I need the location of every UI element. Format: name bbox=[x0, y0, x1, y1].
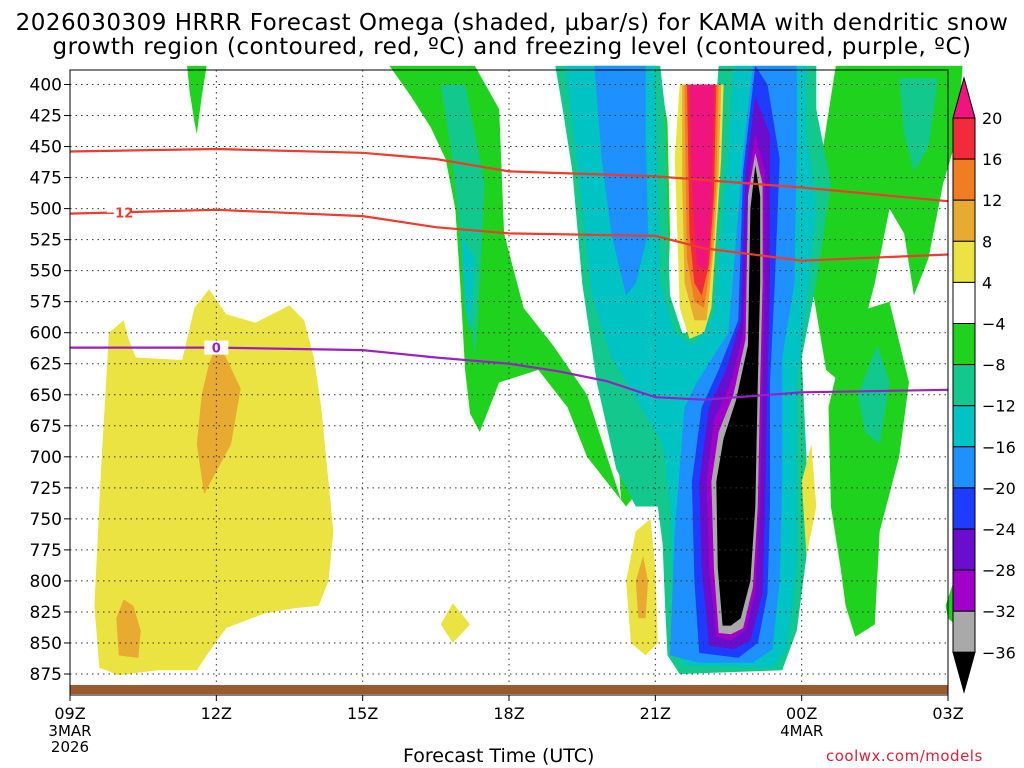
colorbar-label-13: −36 bbox=[982, 643, 1016, 662]
omega-shading bbox=[94, 65, 963, 676]
y-tick-label-725: 725 bbox=[30, 479, 62, 499]
y-tick-label-425: 425 bbox=[30, 107, 62, 127]
y-tick-label-800: 800 bbox=[30, 572, 62, 592]
omega-cell-small bbox=[440, 603, 470, 643]
colorbar-segment-10 bbox=[952, 487, 976, 530]
chart-title-line-2: growth region (contoured, red, ºC) and f… bbox=[52, 34, 972, 60]
omega-ascent-band-core bbox=[460, 233, 475, 333]
y-tick-label-825: 825 bbox=[30, 603, 62, 623]
colorbar-segment-1 bbox=[952, 117, 976, 160]
x-sublabel-3MAR: 3MAR bbox=[48, 722, 91, 740]
omega-cell-top bbox=[187, 65, 207, 135]
x-tick-label-21Z: 21Z bbox=[640, 704, 671, 723]
plot-gridlines bbox=[70, 70, 948, 695]
omega-column-blue-left bbox=[594, 65, 648, 296]
colorbar-bottom-triangle bbox=[952, 651, 976, 694]
colorbar-label-4: 4 bbox=[982, 273, 992, 292]
colorbar-label-3: 8 bbox=[982, 232, 992, 251]
colorbar-label-8: −16 bbox=[982, 438, 1016, 457]
x-tick-label-03Z: 03Z bbox=[932, 704, 963, 723]
x-sublabel-2026: 2026 bbox=[51, 738, 89, 756]
y-tick-label-850: 850 bbox=[30, 634, 62, 654]
y-tick-label-500: 500 bbox=[30, 200, 62, 220]
omega-column-core bbox=[716, 165, 761, 626]
y-tick-label-400: 400 bbox=[30, 76, 62, 96]
colorbar-segment-3 bbox=[952, 199, 976, 242]
colorbar-segment-4 bbox=[952, 240, 976, 283]
contour-dgz-bottom bbox=[69, 208, 949, 262]
y-tick-label-700: 700 bbox=[30, 448, 62, 468]
contour-freezing-level bbox=[70, 346, 949, 401]
omega-ascent-band-mid bbox=[440, 84, 485, 358]
colorbar-segment-12 bbox=[952, 569, 976, 612]
contour-label-freezing-level: 0 bbox=[212, 342, 221, 357]
y-tick-label-650: 650 bbox=[30, 386, 62, 406]
colorbar-segment-6 bbox=[952, 323, 976, 366]
colorbar-label-9: −20 bbox=[982, 479, 1016, 498]
y-tick-label-525: 525 bbox=[30, 231, 62, 251]
colorbar-segment-7 bbox=[952, 364, 976, 407]
y-tick-label-600: 600 bbox=[30, 324, 62, 344]
omega-descent-left-small bbox=[116, 599, 141, 658]
x-tick-label-18Z: 18Z bbox=[493, 704, 524, 723]
colorbar-segment-8 bbox=[952, 405, 976, 448]
y-axis: 400 425 450 475 500 525 550 575 600 625 650 675 700 7… bbox=[30, 76, 70, 685]
contour-label-dgz-bottom: −12 bbox=[104, 206, 133, 221]
colorbar-label-6: −8 bbox=[982, 356, 1006, 375]
colorbar: 20 16 12 8 4 −4 −8 −12 −16 −20 −24 −28 −32 −36 bbox=[952, 76, 1016, 694]
x-tick-label-12Z: 12Z bbox=[201, 704, 232, 723]
colorbar-label-11: −28 bbox=[982, 561, 1016, 580]
omega-descent-left bbox=[94, 289, 334, 676]
y-tick-label-775: 775 bbox=[30, 541, 62, 561]
colorbar-label-12: −32 bbox=[982, 602, 1016, 621]
colorbar-label-7: −12 bbox=[982, 397, 1016, 416]
terrain-bar bbox=[70, 685, 948, 694]
site-credit: coolwx.com/models bbox=[826, 747, 983, 765]
y-tick-label-550: 550 bbox=[30, 262, 62, 282]
colorbar-segment-11 bbox=[952, 528, 976, 571]
colorbar-label-10: −24 bbox=[982, 520, 1016, 539]
omega-plume-pink bbox=[689, 84, 714, 271]
colorbar-segment-2 bbox=[952, 158, 976, 201]
colorbar-label-2: 12 bbox=[982, 191, 1002, 210]
colorbar-segment-13 bbox=[952, 610, 976, 653]
colorbar-segment-5 bbox=[952, 281, 976, 324]
contour-label-bg-freezing-level bbox=[204, 340, 229, 355]
x-tick-label-00Z: 00Z bbox=[786, 704, 817, 723]
x-sublabel-4MAR: 4MAR bbox=[780, 722, 823, 740]
colorbar-label-5: −4 bbox=[982, 315, 1006, 334]
contour-dgz-top bbox=[69, 147, 949, 203]
y-tick-label-675: 675 bbox=[30, 417, 62, 437]
y-tick-label-625: 625 bbox=[30, 355, 62, 375]
colorbar-segment-9 bbox=[952, 446, 976, 489]
y-tick-label-450: 450 bbox=[30, 138, 62, 158]
x-axis-title: Forecast Time (UTC) bbox=[403, 745, 595, 767]
omega-lobe-amber bbox=[635, 556, 648, 619]
y-tick-label-475: 475 bbox=[30, 169, 62, 189]
x-tick-label-15Z: 15Z bbox=[347, 704, 378, 723]
colorbar-label-1: 16 bbox=[982, 150, 1002, 169]
x-tick-label-09Z: 09Z bbox=[54, 704, 85, 723]
chart-title-line-1: 2026030309 HRRR Forecast Omega (shaded, … bbox=[15, 10, 1009, 36]
contour-label-bg-dgz-bottom bbox=[106, 205, 131, 220]
temperature-contours: −12 0 bbox=[69, 147, 949, 401]
omega-lobe-right bbox=[801, 444, 817, 557]
omega-ascent-right-mid bbox=[899, 78, 939, 172]
y-tick-label-575: 575 bbox=[30, 293, 62, 313]
colorbar-label-0: 20 bbox=[982, 109, 1002, 128]
y-tick-label-875: 875 bbox=[30, 665, 62, 685]
y-tick-label-750: 750 bbox=[30, 510, 62, 530]
